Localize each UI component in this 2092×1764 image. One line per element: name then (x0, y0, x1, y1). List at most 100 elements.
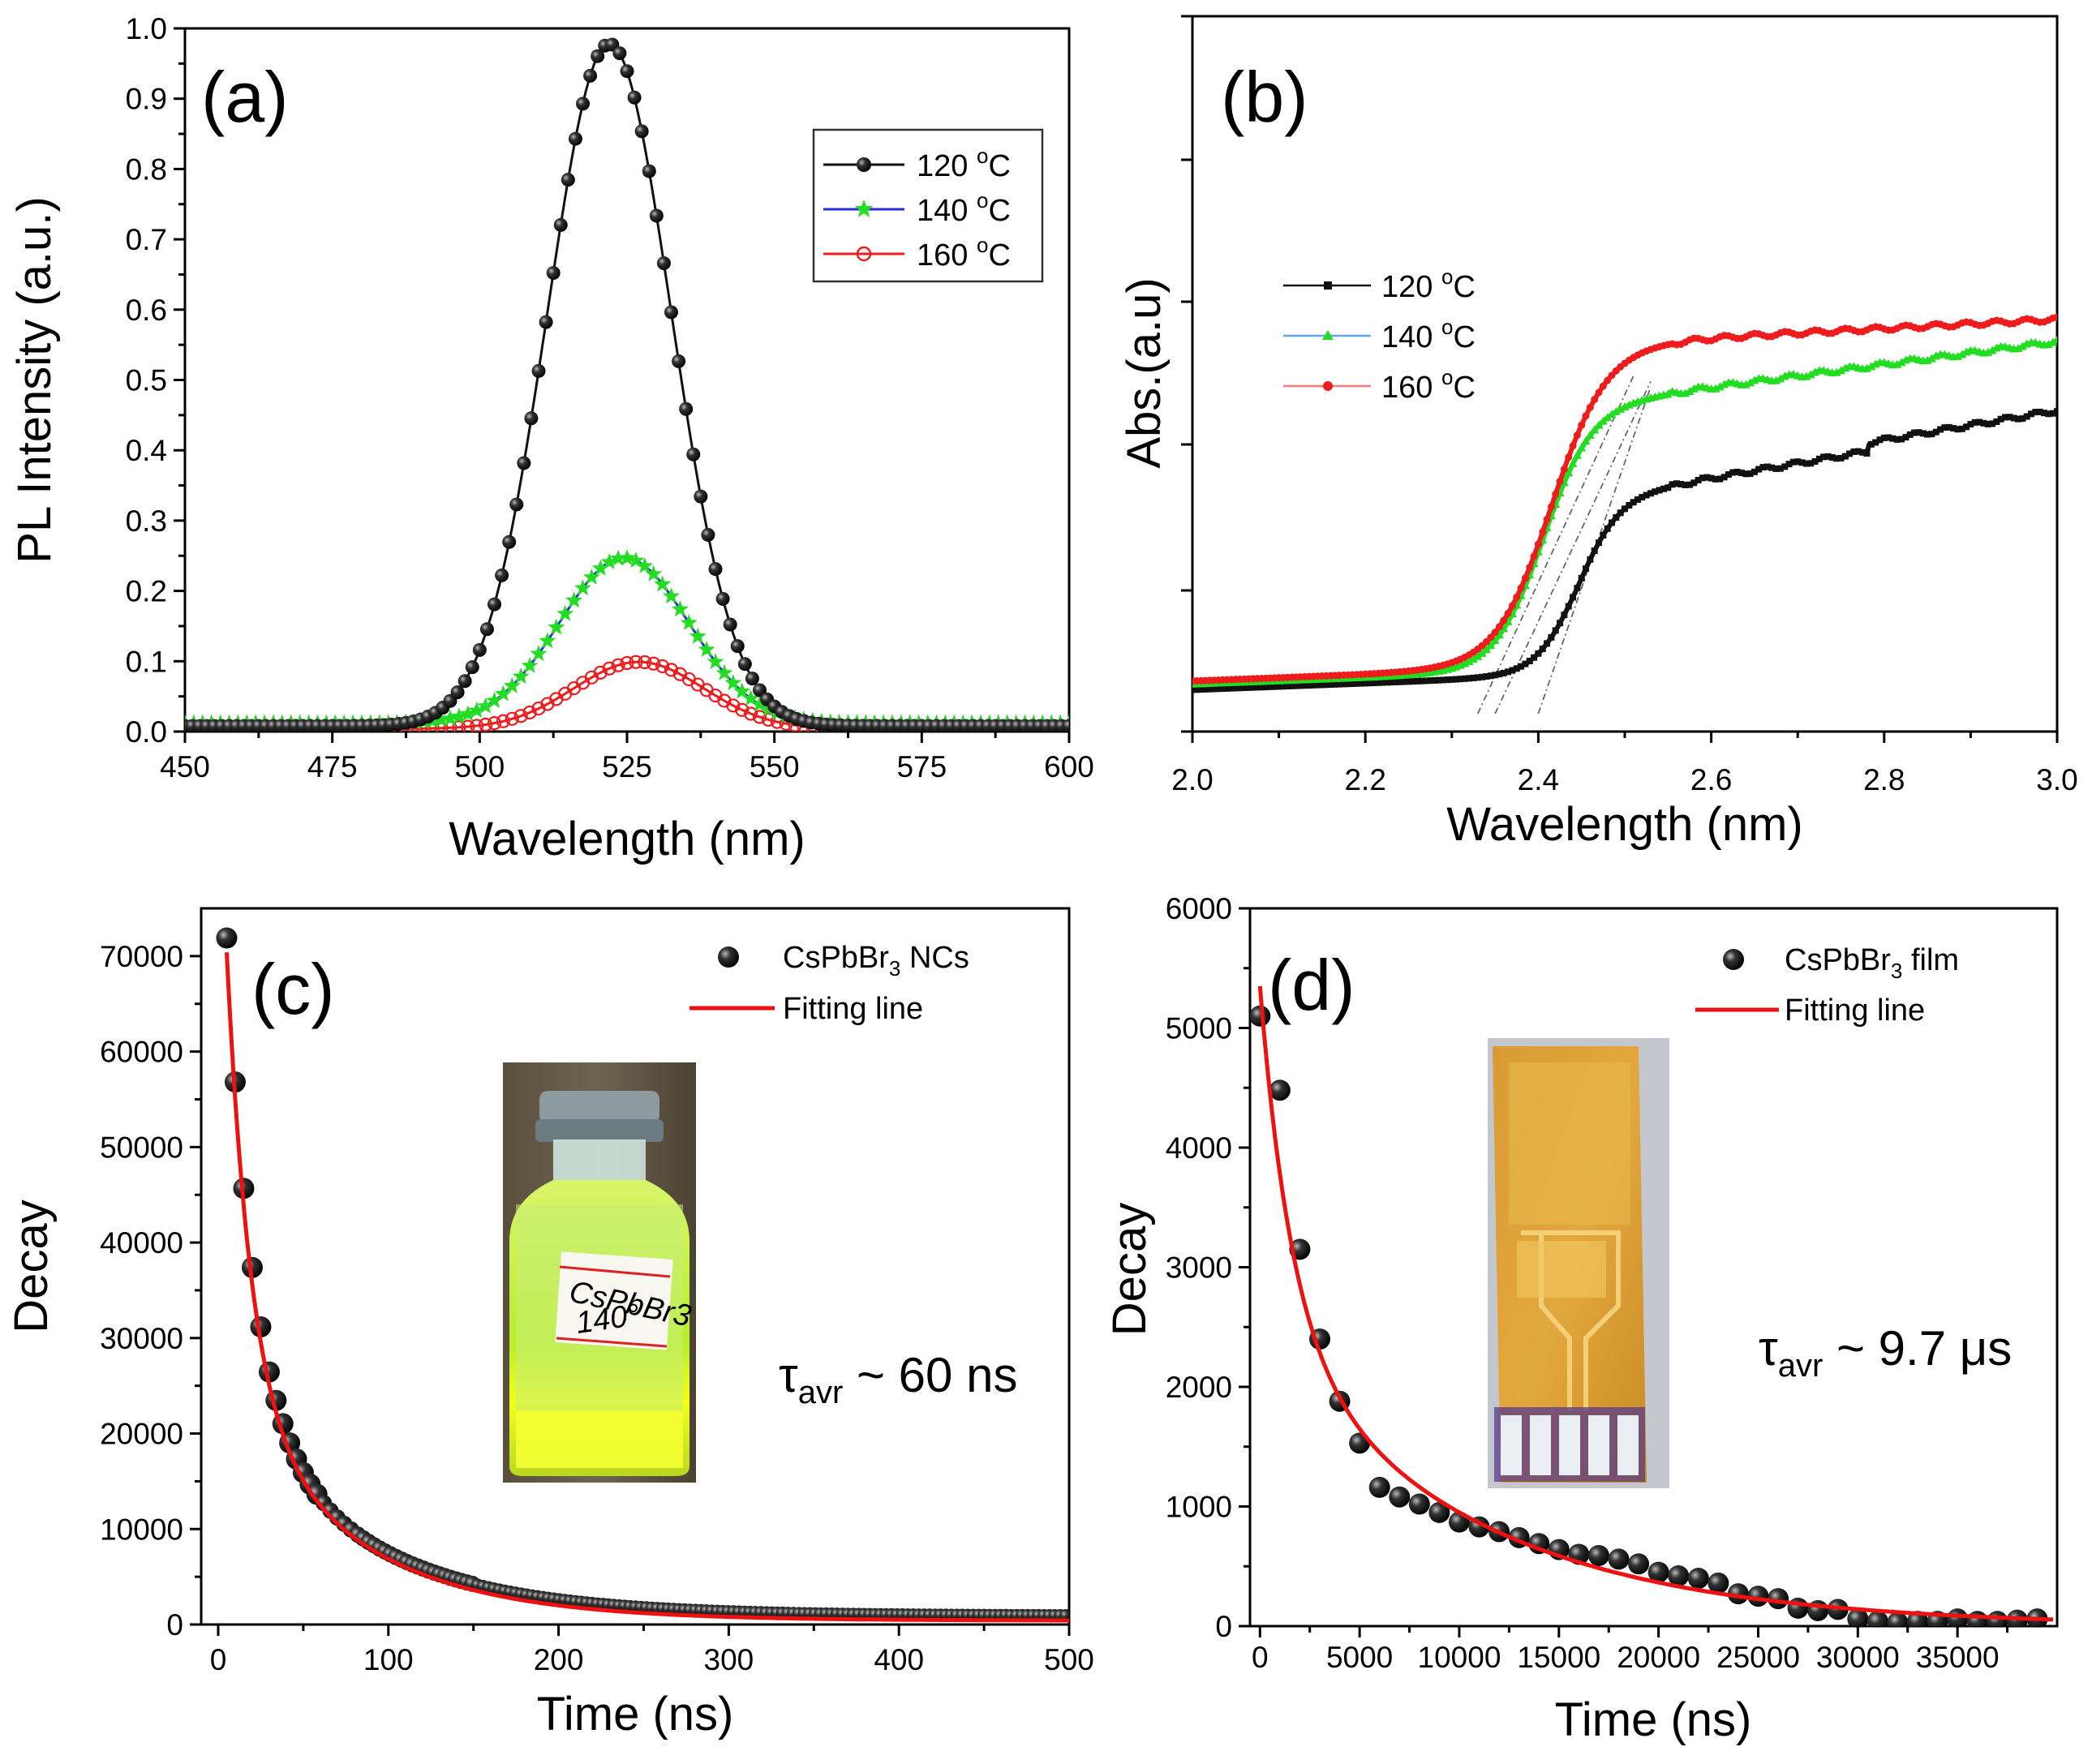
data-point (1663, 389, 1673, 398)
x-tick-label: 525 (602, 750, 652, 783)
y-axis-title: Decay (1103, 1203, 1156, 1336)
data-point (2015, 415, 2022, 423)
panel-label-d: (d) (1268, 945, 1355, 1025)
data-point (1660, 485, 1667, 492)
data-point (1301, 682, 1308, 689)
data-point (1344, 680, 1351, 688)
x-tick-label: 2.8 (1863, 763, 1905, 796)
data-point (1716, 475, 1724, 483)
degree-superscript: o (977, 233, 988, 257)
data-point (1668, 1565, 1690, 1587)
data-point (663, 587, 680, 604)
x-axis-title: Time (ns) (1555, 1693, 1752, 1746)
data-point (1712, 475, 1719, 483)
data-point (1240, 685, 1248, 692)
data-point (1366, 680, 1373, 687)
data-point (730, 639, 745, 654)
legend-marker (856, 246, 872, 262)
data-point (1379, 679, 1386, 686)
data-point (1833, 455, 1841, 462)
legend-label-value: 140 (1381, 320, 1441, 354)
x-tick-label: 10000 (1418, 1641, 1501, 1674)
data-point (591, 49, 605, 63)
y-tick-label: 0.0 (126, 715, 167, 749)
data-point (1431, 676, 1438, 684)
data-point (698, 641, 715, 657)
data-point (1626, 502, 1633, 509)
data-point (1846, 450, 1854, 457)
data-point (1409, 678, 1416, 685)
x-tick-label: 550 (750, 750, 800, 783)
data-point (1824, 453, 1832, 460)
data-point (1598, 416, 1608, 425)
data-point (1639, 494, 1646, 501)
degree-superscript: o (977, 144, 988, 168)
tangent-line (1537, 386, 1652, 715)
data-point (1530, 552, 1538, 560)
data-point (1564, 468, 1574, 477)
y-tick-label: 5000 (1166, 1012, 1232, 1045)
data-point (502, 534, 517, 549)
data-point (1223, 685, 1231, 692)
data-point (1444, 676, 1451, 684)
data-point (1656, 487, 1663, 494)
data-point (1967, 421, 1974, 428)
data-point (1669, 481, 1676, 488)
data-point (752, 710, 767, 724)
data-point (1487, 672, 1494, 680)
data-point (1477, 648, 1487, 657)
data-point (1266, 683, 1274, 690)
data-point (1915, 429, 1922, 436)
data-point (1368, 1476, 1390, 1498)
data-point (2028, 410, 2035, 418)
data-point (1738, 470, 1745, 477)
data-point (715, 663, 733, 680)
fitting-line (225, 952, 1069, 1623)
data-point (1473, 651, 1483, 660)
degree-superscript: o (977, 188, 988, 212)
data-point (1197, 686, 1205, 693)
legend-marker (1324, 281, 1332, 290)
data-point (1872, 439, 1879, 446)
data-point (1483, 673, 1490, 680)
y-tick-label: 40000 (100, 1226, 183, 1260)
data-point (1850, 448, 1858, 455)
data-point (1759, 464, 1767, 471)
vial-cap-ring (535, 1119, 664, 1142)
x-tick-label: 500 (454, 750, 505, 783)
data-point (1794, 458, 1802, 466)
x-tick-label: 200 (534, 1643, 584, 1676)
data-point (459, 705, 477, 722)
y-tick-label: 1000 (1166, 1491, 1232, 1524)
data-point (241, 1256, 263, 1278)
data-point (531, 363, 546, 378)
tau-annotation: τavr ~ 60 ns (779, 1348, 1017, 1410)
degree-superscript: o (1441, 315, 1453, 339)
data-point (1427, 677, 1434, 685)
data-point (1928, 431, 1935, 438)
data-point (1787, 1597, 1809, 1619)
x-tick-label: 575 (896, 750, 947, 783)
panel-label-c: (c) (251, 949, 335, 1029)
y-tick-label: 30000 (100, 1322, 183, 1355)
contact-pad (1588, 1415, 1609, 1475)
legend-label: 120 oC (917, 144, 1011, 183)
data-point (1966, 1611, 1988, 1626)
data-point (1750, 468, 1758, 475)
data-point (1405, 678, 1412, 685)
legend-marker (718, 946, 739, 968)
data-point (634, 124, 649, 139)
data-point (472, 642, 487, 657)
data-point (1310, 681, 1317, 689)
data-point (487, 716, 502, 731)
contact-pad (1559, 1415, 1580, 1475)
data-point (1647, 1561, 1669, 1583)
y-tick-label: 0.3 (126, 504, 167, 538)
data-point (591, 559, 609, 576)
data-point (654, 575, 672, 592)
legend-label-unit: C (988, 149, 1010, 183)
plot-area (1250, 985, 2054, 1626)
x-tick-label: 5000 (1326, 1641, 1393, 1674)
data-point (556, 604, 574, 621)
